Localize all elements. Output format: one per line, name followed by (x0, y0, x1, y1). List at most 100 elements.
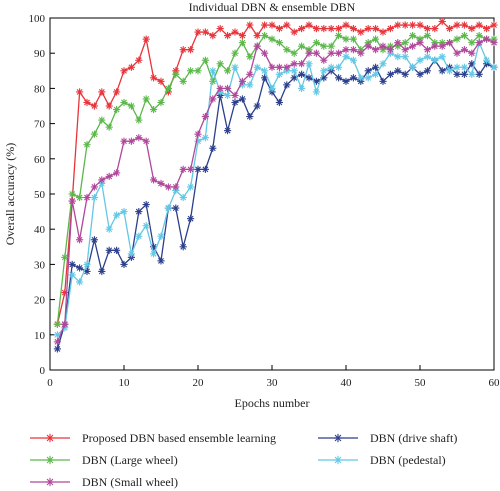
marker-stroke (254, 64, 261, 71)
data-point-marker (68, 197, 76, 205)
marker-stroke (165, 205, 172, 212)
data-point-marker (320, 56, 328, 64)
data-point-marker (453, 70, 461, 78)
marker-stroke (380, 43, 386, 50)
marker-stroke (454, 64, 460, 71)
data-point-marker (268, 84, 276, 92)
marker-stroke (224, 92, 231, 99)
marker-stroke (468, 39, 475, 46)
marker-stroke (246, 53, 253, 60)
data-point-marker (201, 56, 209, 64)
data-point-marker (253, 63, 261, 71)
data-point-marker (342, 21, 350, 29)
data-point-marker (142, 200, 150, 209)
data-point-marker (246, 81, 254, 89)
legend-entry: DBN (Small wheel) (30, 475, 178, 489)
marker-stroke (320, 25, 327, 32)
data-point-marker (113, 88, 121, 96)
data-point-marker (120, 67, 128, 75)
data-point-marker (298, 84, 306, 92)
marker-stroke (313, 39, 320, 46)
marker-stroke (202, 113, 209, 120)
data-point-marker (164, 204, 172, 212)
data-point-marker (224, 32, 232, 40)
marker-stroke (394, 67, 401, 74)
marker-stroke (431, 25, 438, 32)
data-point-marker (105, 225, 113, 233)
data-point-marker (120, 98, 128, 107)
marker-stroke (269, 36, 275, 43)
data-point-marker (475, 21, 483, 29)
marker-stroke (135, 233, 142, 240)
data-point-marker (187, 67, 195, 75)
marker-stroke (372, 71, 379, 78)
y-tick-label: 10 (34, 330, 46, 342)
marker-stroke (195, 131, 201, 138)
data-point-marker (268, 35, 276, 43)
marker-stroke (320, 74, 327, 81)
data-point-marker (142, 35, 150, 43)
data-point-marker (475, 32, 483, 40)
data-point-marker (113, 246, 121, 254)
data-point-marker (231, 98, 239, 107)
marker-stroke (343, 46, 349, 53)
marker-stroke (239, 78, 246, 85)
marker-stroke (298, 60, 305, 67)
marker-stroke (454, 71, 460, 78)
marker-stroke (69, 272, 76, 278)
y-tick-label: 70 (34, 119, 46, 131)
data-point-marker (120, 137, 128, 145)
data-point-marker (320, 42, 328, 50)
data-point-marker (187, 183, 195, 191)
marker-stroke (283, 64, 290, 71)
marker-stroke (334, 434, 342, 442)
data-point-marker (268, 63, 276, 71)
marker-stroke (121, 67, 127, 74)
marker-stroke (461, 71, 468, 78)
series-line (56, 34, 494, 325)
data-point-marker (431, 42, 439, 50)
marker-stroke (380, 60, 386, 67)
data-point-marker (275, 70, 283, 78)
marker-stroke (468, 60, 475, 67)
data-point-marker (83, 193, 91, 202)
data-point-marker (253, 42, 261, 50)
y-tick-label: 80 (34, 83, 46, 95)
marker-stroke (313, 50, 320, 57)
marker-stroke (439, 18, 446, 25)
marker-stroke (320, 67, 327, 74)
data-point-marker (312, 88, 320, 96)
marker-stroke (76, 264, 83, 271)
data-point-marker (379, 42, 387, 50)
marker-stroke (424, 67, 431, 74)
marker-stroke (135, 117, 142, 124)
marker-stroke (380, 29, 386, 36)
data-point-marker (164, 183, 172, 191)
marker-stroke (468, 25, 475, 32)
data-point-marker (394, 21, 402, 29)
data-point-marker (135, 134, 143, 142)
data-point-marker (172, 204, 180, 212)
marker-stroke (91, 236, 98, 243)
marker-stroke (261, 50, 268, 57)
data-point-marker (475, 70, 483, 78)
marker-stroke (409, 32, 416, 39)
marker-stroke (350, 57, 357, 64)
data-point-marker (335, 74, 343, 82)
marker-stroke (187, 184, 194, 190)
marker-stroke (476, 32, 483, 39)
data-point-marker (283, 21, 291, 29)
marker-stroke (91, 103, 98, 109)
marker-stroke (276, 64, 283, 71)
marker-stroke (394, 22, 401, 28)
marker-stroke (276, 99, 283, 106)
marker-stroke (91, 184, 98, 190)
legend-label: Proposed DBN based ensemble learning (82, 431, 276, 445)
data-point-marker (150, 250, 158, 258)
data-point-marker (460, 63, 468, 71)
data-point-marker (209, 144, 217, 152)
data-point-marker (127, 137, 135, 145)
data-point-marker (135, 56, 143, 64)
marker-stroke (202, 57, 209, 64)
data-point-marker (150, 105, 158, 114)
